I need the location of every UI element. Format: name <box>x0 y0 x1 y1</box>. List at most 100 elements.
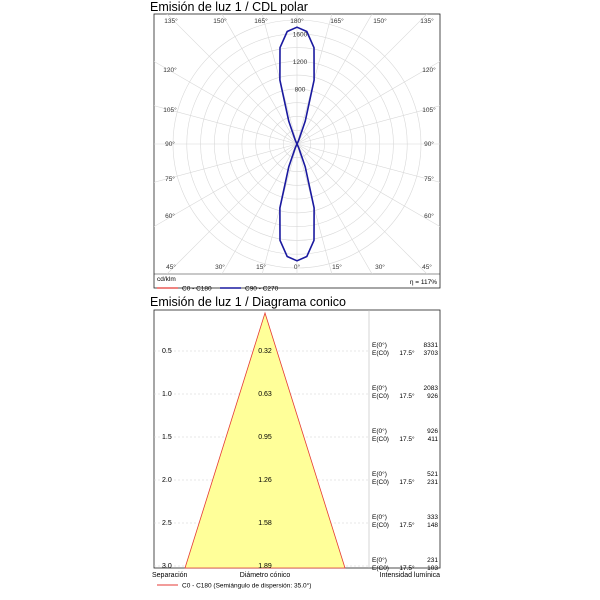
polar-radial-tick-label: 1600 <box>293 31 308 38</box>
polar-angle-labels: 135° 150° 165° 180° 165° 150° 135° 45° 30° 15° 0° 1… <box>163 17 436 271</box>
cone-ec0-value: 231 <box>427 479 438 486</box>
cone-diameter-value: 0.95 <box>258 434 272 441</box>
legend-label-c0-c180: C0 - C180 <box>182 286 212 293</box>
cone-angle-value: 17.5° <box>399 392 415 400</box>
polar-angle-label: 75° <box>165 175 175 183</box>
cone-angle-value: 17.5° <box>399 435 415 443</box>
cone-e0-label: E(0°) <box>372 556 387 564</box>
cone-e0-value: 926 <box>427 428 438 435</box>
cone-separation-value: 3.0 <box>162 563 172 570</box>
cone-e0-label: E(0°) <box>372 513 387 521</box>
polar-angle-label: 30° <box>215 263 225 271</box>
polar-grid-spoke <box>166 14 298 145</box>
cone-ec0-value: 103 <box>427 565 438 572</box>
cone-separation-value: 0.5 <box>162 348 172 355</box>
cone-ec0-label: E(C0) <box>372 436 389 443</box>
cone-e0-label: E(0°) <box>372 384 387 392</box>
cone-angle-value: 17.5° <box>399 521 415 529</box>
polar-series-line-c90-c270 <box>279 143 315 262</box>
polar-grid <box>154 14 440 274</box>
cone-e0-value: 333 <box>427 514 438 521</box>
polar-angle-label: 120° <box>422 66 436 74</box>
polar-grid-spoke <box>261 143 298 274</box>
cone-ec0-label: E(C0) <box>372 479 389 486</box>
polar-grid-spoke <box>296 143 440 227</box>
cone-footer-intensity: Intensidad lumínica <box>380 572 440 579</box>
polar-grid-spoke <box>296 61 440 145</box>
polar-grid-spoke <box>296 14 373 145</box>
cone-diameter-value: 1.58 <box>258 520 272 527</box>
polar-grid-spoke <box>154 105 298 145</box>
cone-e0-label: E(0°) <box>372 427 387 435</box>
polar-angle-label: 165° <box>330 17 344 25</box>
polar-grid-spoke <box>296 143 428 274</box>
polar-angle-label: 15° <box>256 263 266 271</box>
cone-ec0-value: 926 <box>427 393 438 400</box>
polar-grid-spoke <box>221 143 298 274</box>
polar-grid-spoke <box>166 143 298 274</box>
polar-grid-spoke <box>296 105 440 145</box>
cone-separation-value: 1.0 <box>162 391 172 398</box>
cone-diameter-value: 1.89 <box>258 563 272 570</box>
polar-efficiency-label: η = 117% <box>410 279 437 286</box>
cone-diameter-value: 0.32 <box>258 348 272 355</box>
polar-chart-title: Emisión de luz 1 / CDL polar <box>150 0 308 14</box>
cone-ec0-value: 148 <box>427 522 438 529</box>
cone-separation-value: 2.5 <box>162 520 172 527</box>
cone-angle-value: 17.5° <box>399 349 415 357</box>
polar-angle-label: 120° <box>163 66 177 74</box>
polar-angle-label: 15° <box>332 263 342 271</box>
polar-angle-label: 135° <box>164 17 178 25</box>
cone-e0-label: E(0°) <box>372 341 387 349</box>
polar-angle-label: 90° <box>165 140 175 148</box>
polar-radial-tick-label: 800 <box>295 86 306 93</box>
polar-angle-label: 105° <box>422 106 436 114</box>
polar-angle-label: 105° <box>163 106 177 114</box>
polar-grid-spoke <box>154 143 298 183</box>
polar-angle-label: 75° <box>424 175 434 183</box>
polar-angle-label: 150° <box>213 17 227 25</box>
cone-separation-value: 2.0 <box>162 477 172 484</box>
polar-grid-spoke <box>296 143 373 274</box>
polar-grid-spoke <box>154 143 298 227</box>
cone-diameter-value: 0.63 <box>258 391 272 398</box>
polar-grid-spoke <box>154 61 298 145</box>
cone-rows: 0.5 0.32 E(0°) 8331 E(C0) 17.5° 3703 1.0 0.63 E(0… <box>162 341 438 572</box>
cone-e0-label: E(0°) <box>372 470 387 478</box>
polar-angle-label: 45° <box>166 263 176 271</box>
cone-separation-value: 1.5 <box>162 434 172 441</box>
polar-angle-label: 150° <box>373 17 387 25</box>
polar-angle-label: 90° <box>424 140 434 148</box>
polar-grid-spoke <box>296 143 440 183</box>
polar-curves <box>279 26 315 262</box>
polar-angle-label: 30° <box>375 263 385 271</box>
cone-legend-label: C0 - C180 (Semiángulo de dispersión: 35.… <box>182 582 311 590</box>
polar-angle-label: 60° <box>424 212 434 220</box>
cone-angle-value: 17.5° <box>399 478 415 486</box>
polar-angle-label: 165° <box>254 17 268 25</box>
cone-ec0-value: 3703 <box>424 350 439 357</box>
cone-ec0-value: 411 <box>428 436 439 443</box>
cone-e0-value: 521 <box>427 471 438 478</box>
polar-angle-label: 60° <box>165 212 175 220</box>
polar-grid-spoke <box>296 14 428 145</box>
polar-grid-spoke <box>261 14 298 145</box>
polar-unit-label: cd/klm <box>157 276 176 283</box>
cone-angle-value: 17.5° <box>399 564 415 572</box>
cone-e0-value: 8331 <box>424 342 439 349</box>
polar-grid-spoke <box>221 14 298 145</box>
cone-diameter-value: 1.26 <box>258 477 272 484</box>
cone-footer-diameter: Diámetro cónico <box>240 572 291 579</box>
cone-e0-value: 2083 <box>424 385 439 392</box>
cone-e0-value: 231 <box>427 557 438 564</box>
polar-angle-label: 180° <box>290 17 304 25</box>
cone-shape <box>184 311 346 569</box>
polar-grid-spoke <box>296 143 333 274</box>
polar-angle-label: 135° <box>420 17 434 25</box>
polar-angle-label: 45° <box>422 263 432 271</box>
polar-radial-labels: 1600 1200 800 <box>293 31 308 93</box>
cone-chart-title: Emisión de luz 1 / Diagrama conico <box>150 295 346 309</box>
cone-footer-separation: Separación <box>152 572 188 579</box>
polar-angle-label: 0° <box>294 263 301 271</box>
